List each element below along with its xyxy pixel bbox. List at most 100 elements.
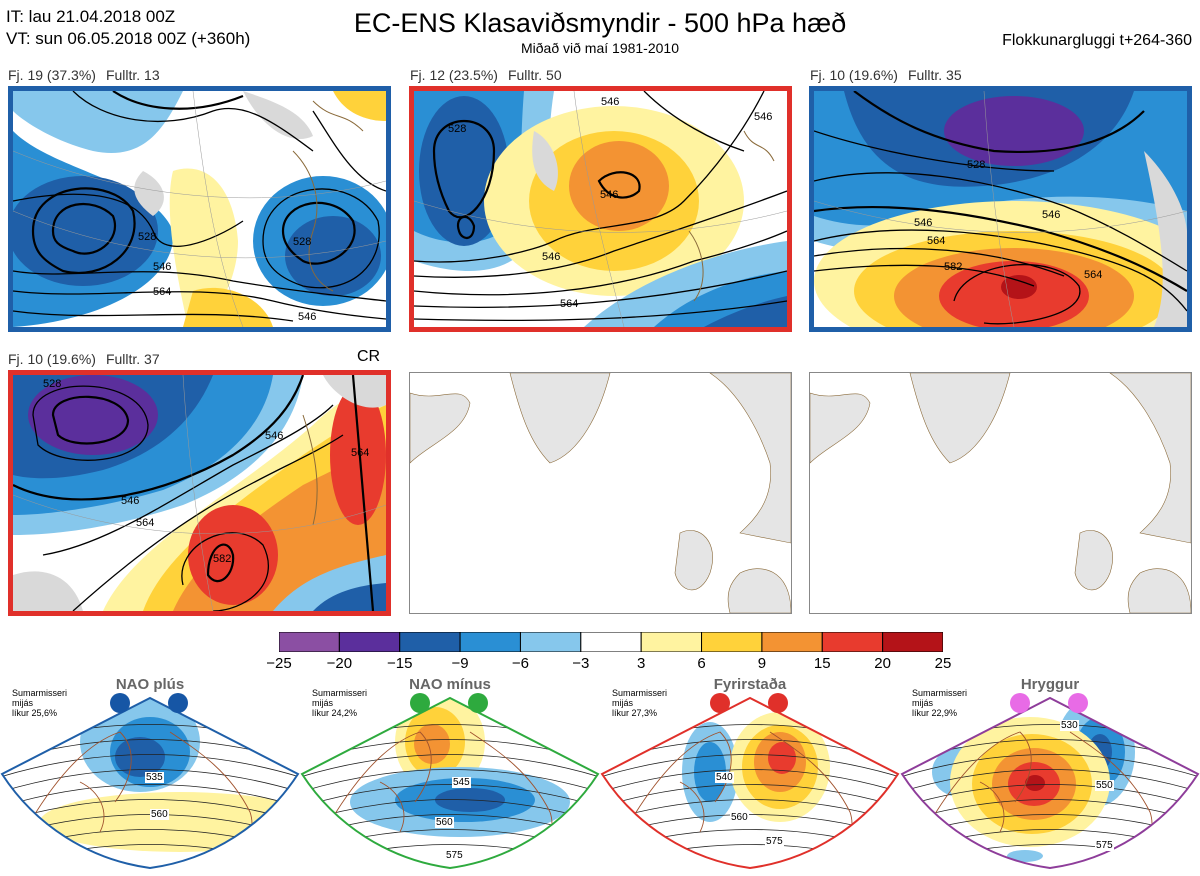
- contour-label: 564: [351, 447, 370, 459]
- cluster-map-1: 528 546 564 528 546: [8, 86, 391, 332]
- colorbar-tick-label: 15: [813, 655, 831, 672]
- colorbar-tick-label: 3: [637, 655, 646, 672]
- regime-dot: [468, 693, 488, 713]
- colorbar-tick-label: −15: [386, 655, 413, 672]
- regime-contour-label: 575: [1095, 840, 1114, 851]
- empty-map-5-graphic: [410, 373, 791, 613]
- colorbar-tick-label: −20: [326, 655, 353, 672]
- regime-note-line: mijás: [312, 698, 334, 708]
- regime-panel: NAO mínus Sumarmisseri mijás líkur 24,2% 545…: [300, 672, 600, 871]
- contour-label: 546: [1042, 209, 1061, 221]
- colorbar-segment: [338, 631, 401, 653]
- colorbar-segment: [761, 631, 823, 653]
- panel-4-count: Fj. 10 (19.6%): [8, 351, 96, 367]
- regime-contour-label: 530: [1060, 720, 1079, 731]
- colorbar-tick-label: 25: [934, 655, 952, 672]
- regime-contour-label: 575: [445, 850, 464, 861]
- colorbar-segment: [821, 631, 884, 653]
- page-title: EC-ENS Klasaviðsmyndir - 500 hPa hæð: [353, 8, 847, 38]
- contour-label: 582: [944, 261, 963, 273]
- contour-label: 546: [600, 189, 619, 201]
- regime-note-line: mijás: [912, 698, 934, 708]
- contour-label: 528: [293, 236, 312, 248]
- regime-dot: [768, 693, 788, 713]
- regime-note-line: Sumarmisseri: [912, 688, 968, 698]
- colorbar-tick-label: 6: [697, 655, 706, 672]
- regime-dot: [710, 693, 730, 713]
- panel-3-label: Fj. 10 (19.6%) Fulltr. 35: [810, 67, 972, 83]
- panel-3-count: Fj. 10 (19.6%): [810, 67, 898, 83]
- cluster-map-4: 546 546 564 582 564 528: [8, 370, 391, 616]
- colorbar-segment: [640, 631, 703, 653]
- regime-note: Sumarmisseri mijás líkur 22,9%: [912, 688, 967, 718]
- regime-title: NAO mínus: [409, 676, 491, 693]
- contour-label: 528: [43, 378, 62, 390]
- panel-4-rep: Fulltr. 37: [105, 351, 160, 367]
- regime-contour-label: 560: [435, 817, 454, 828]
- regime-contour-label: 550: [1095, 780, 1114, 791]
- colorbar-graphic: [278, 631, 944, 653]
- regime-contour-label: 535: [145, 772, 164, 783]
- colorbar-segment: [519, 631, 582, 653]
- colorbar-tick-label: 9: [757, 655, 767, 672]
- panel-4-label: Fj. 10 (19.6%) Fulltr. 37: [8, 351, 170, 367]
- contour-label: 564: [153, 286, 172, 298]
- colorbar-segment: [399, 631, 461, 653]
- regime-note-line: mijás: [612, 698, 634, 708]
- colorbar-ticks: −25 −20 −15 −9 −6 −3 3 6 9 15 20 25: [259, 655, 963, 675]
- panel-2-label: Fj. 12 (23.5%) Fulltr. 50: [410, 67, 572, 83]
- regime-note: Sumarmisseri mijás líkur 27,3%: [612, 688, 667, 718]
- panel-1-label: Fj. 19 (37.3%) Fulltr. 13: [8, 67, 170, 83]
- panel-3-rep: Fulltr. 35: [907, 67, 962, 83]
- contour-label: 546: [298, 311, 317, 323]
- window-label: Flokkunargluggi t+264-360: [1002, 32, 1192, 49]
- regime-map: [600, 693, 900, 870]
- contour-label: 546: [121, 495, 140, 507]
- contour-label: 528: [448, 123, 467, 135]
- colorbar-segment: [278, 631, 340, 653]
- empty-map-5: [409, 372, 792, 614]
- contour-label: 546: [754, 111, 773, 123]
- cluster-map-4-graphic: [13, 375, 386, 611]
- regime-title: Fyrirstaða: [713, 676, 787, 693]
- page-subtitle: Miðað við maí 1981-2010: [521, 40, 679, 56]
- colorbar-tick-label: −9: [451, 655, 469, 672]
- cluster-map-2: 528 546 546 546 546 564: [409, 86, 792, 332]
- regime-title: NAO plús: [115, 676, 185, 693]
- regime-note-line: líkur 24,2%: [312, 708, 358, 718]
- panel-1-rep: Fulltr. 13: [105, 67, 160, 83]
- contour-label: 564: [927, 235, 946, 247]
- contour-label: 528: [967, 159, 986, 171]
- contour-label: 546: [265, 430, 284, 442]
- colorbar: [278, 631, 944, 653]
- regime-dot: [110, 693, 130, 713]
- colorbar-tick-label: −3: [572, 655, 590, 672]
- contour-label: 564: [136, 517, 155, 529]
- regime-contour-label: 575: [765, 836, 784, 847]
- regime-note-line: líkur 27,3%: [612, 708, 658, 718]
- regime-note-line: líkur 22,9%: [912, 708, 958, 718]
- header-info: IT: lau 21.04.2018 00Z VT: sun 06.05.201…: [6, 6, 250, 50]
- regime-contour-label: 540: [715, 772, 734, 783]
- regime-dot: [1068, 693, 1088, 713]
- contour-label: 546: [153, 261, 172, 273]
- regime-contour-label: 545: [452, 777, 471, 788]
- regime-note-line: Sumarmisseri: [12, 688, 68, 698]
- panel-2-count: Fj. 12 (23.5%): [410, 67, 498, 83]
- regime-note-line: líkur 25,6%: [12, 708, 58, 718]
- it-line: IT: lau 21.04.2018 00Z: [6, 7, 176, 26]
- panel-1-count: Fj. 19 (37.3%): [8, 67, 96, 83]
- contour-label: 564: [560, 298, 579, 310]
- regime-map: [300, 693, 600, 870]
- colorbar-segment: [701, 631, 763, 653]
- regime-panel: NAO plús Sumarmisseri mijás líkur 25,6% 535 5…: [0, 672, 300, 871]
- regime-panel: Fyrirstaða Sumarmisseri mijás líkur 27,3% 54…: [600, 672, 900, 871]
- cluster-map-3-graphic: [814, 91, 1187, 327]
- contour-label: 564: [1084, 269, 1103, 281]
- regime-note-line: mijás: [12, 698, 34, 708]
- cluster-map-1-graphic: [13, 91, 386, 327]
- cluster-map-3: 528 546 564 582 564 546: [809, 86, 1192, 332]
- contour-label: 582: [213, 553, 232, 565]
- regime-note: Sumarmisseri mijás líkur 24,2%: [312, 688, 367, 718]
- regime-note-line: Sumarmisseri: [312, 688, 368, 698]
